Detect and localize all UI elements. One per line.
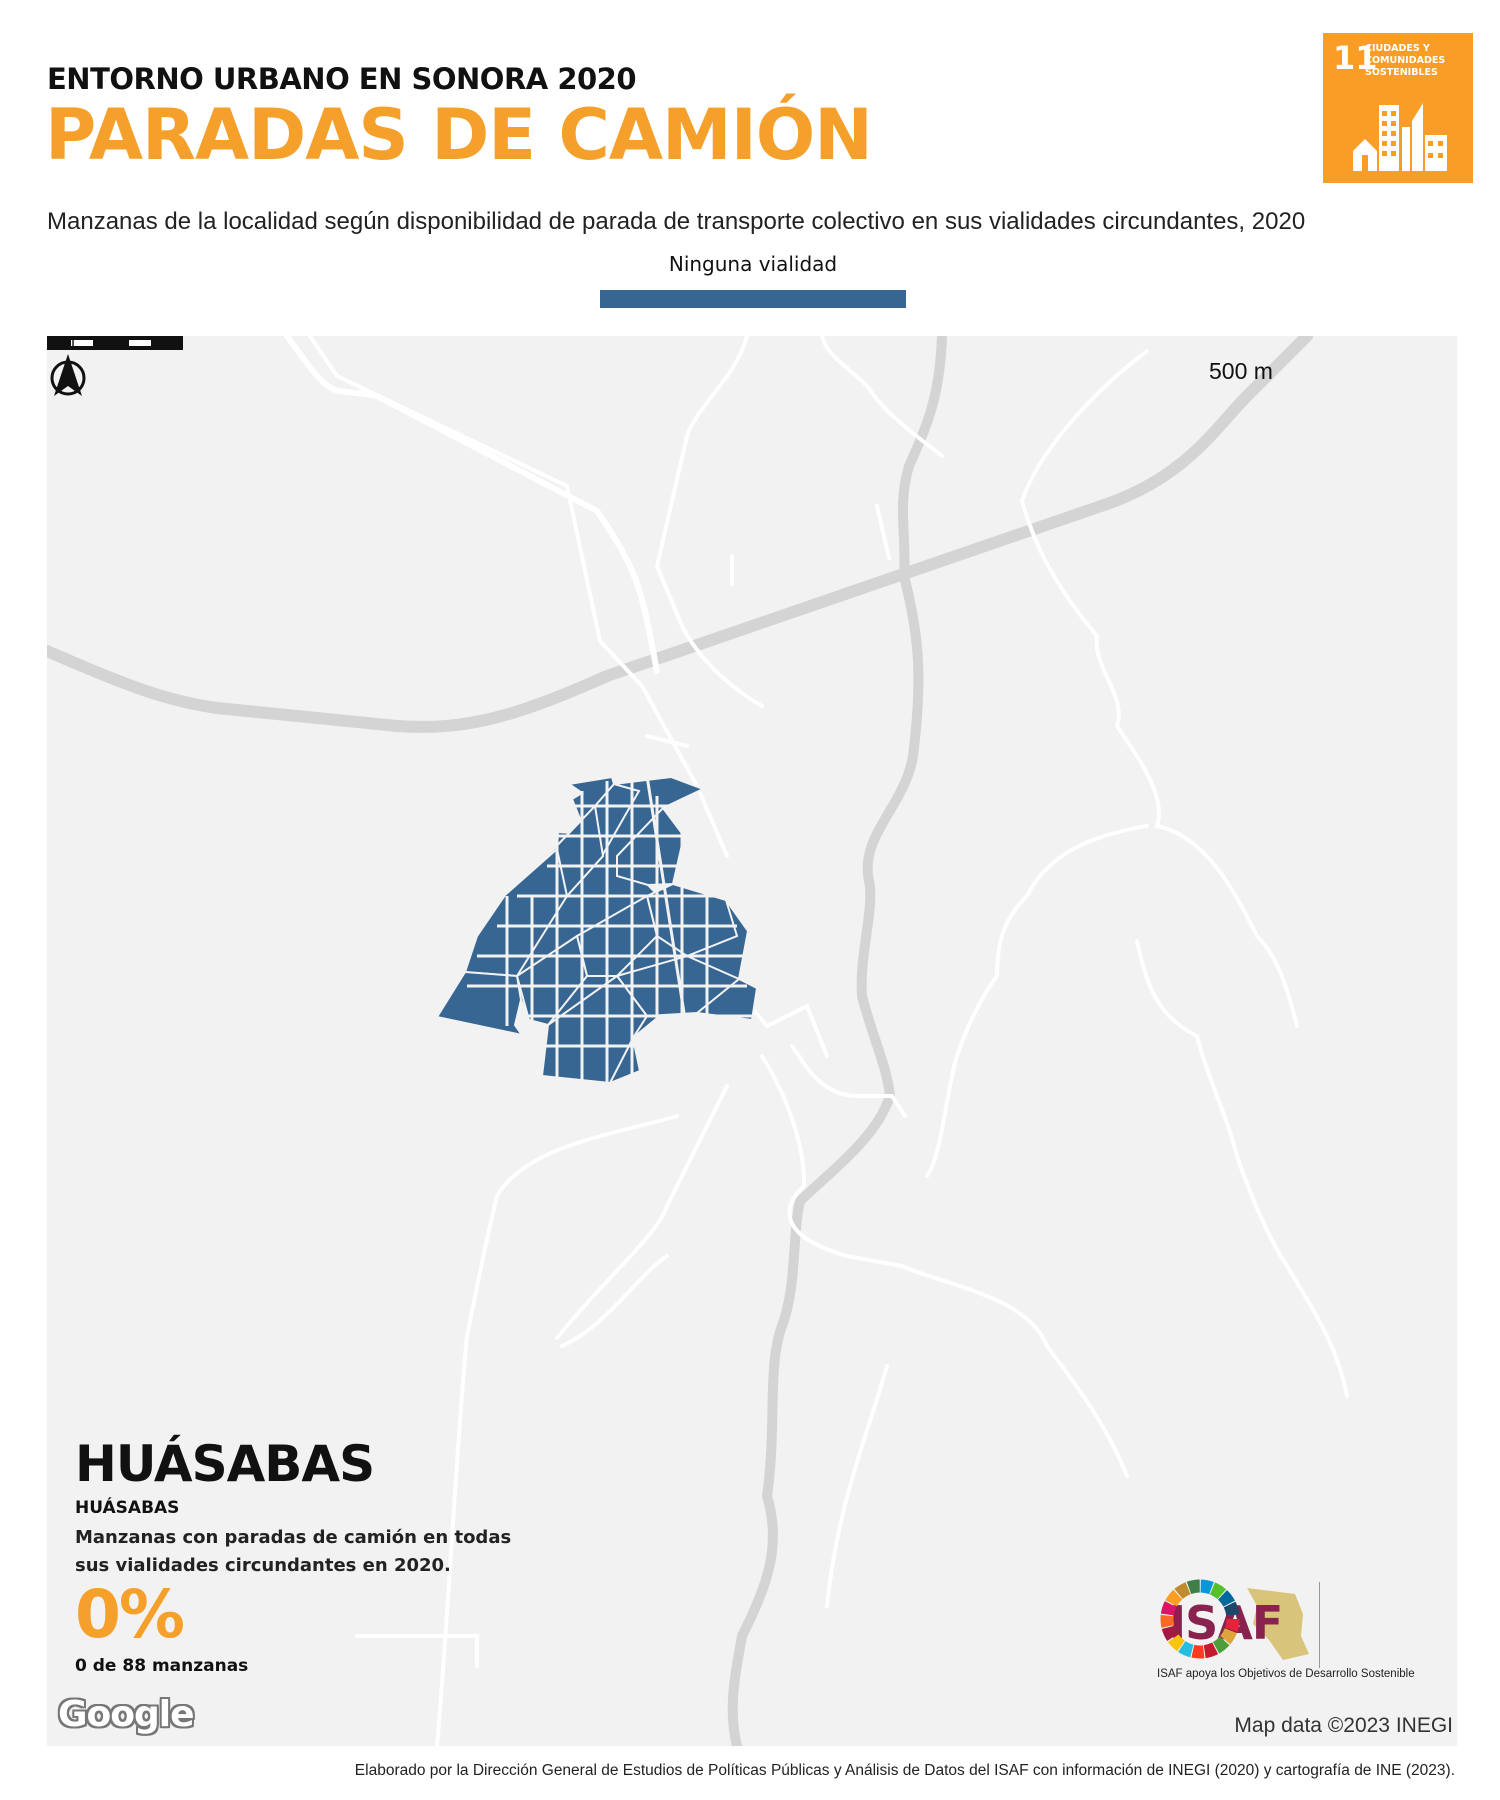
stat-count: 0 de 88 manzanas xyxy=(75,1656,249,1676)
highways xyxy=(47,336,1313,1746)
map-attribution: Map data ©2023 INEGI xyxy=(1234,1714,1453,1737)
sonora-map-icon xyxy=(1247,1588,1309,1660)
subtitle: Manzanas de la localidad según disponibi… xyxy=(47,208,1306,235)
stat-percentage: 0% xyxy=(75,1576,185,1653)
sdg-text: CIUDADES Y COMUNIDADES SOSTENIBLES xyxy=(1365,43,1446,78)
page-title: PARADAS DE CAMIÓN xyxy=(45,94,873,176)
stat-description: Manzanas con paradas de camión en todas … xyxy=(75,1527,512,1576)
north-arrow-icon: N xyxy=(50,336,86,396)
map[interactable]: 500 m N HUÁSABAS HUÁSABAS Manzanas con p… xyxy=(47,336,1457,1746)
legend-label: Ninguna vialidad xyxy=(668,252,838,276)
municipality-name: HUÁSABAS xyxy=(75,1498,180,1518)
built-up-blocks xyxy=(435,775,759,1085)
north-label: N xyxy=(64,336,75,354)
partner-logos: ISAF ISAF apoy xyxy=(1157,1576,1437,1686)
sdg-11-badge: 11 CIUDADES Y COMUNIDADES SOSTENIBLES xyxy=(1323,33,1473,183)
supertitle: ENTORNO URBANO EN SONORA 2020 xyxy=(47,62,637,96)
footer-credit: Elaborado por la Dirección General de Es… xyxy=(354,1762,1455,1779)
legend-swatch xyxy=(600,290,906,308)
sdg-wheel-icon xyxy=(1160,1579,1240,1659)
locality-name: HUÁSABAS xyxy=(75,1435,375,1493)
scale-label: 500 m xyxy=(1209,358,1273,384)
city-buildings-icon xyxy=(1353,103,1447,171)
isaf-caption: ISAF apoya los Objetivos de Desarrollo S… xyxy=(1157,1668,1415,1680)
scale-bar xyxy=(47,336,183,350)
map-canvas xyxy=(47,336,1349,1746)
logo-divider xyxy=(1319,1582,1320,1668)
google-logo: Google xyxy=(58,1694,195,1735)
block-grid xyxy=(467,775,757,1097)
sdg-number: 11 xyxy=(1333,39,1378,77)
